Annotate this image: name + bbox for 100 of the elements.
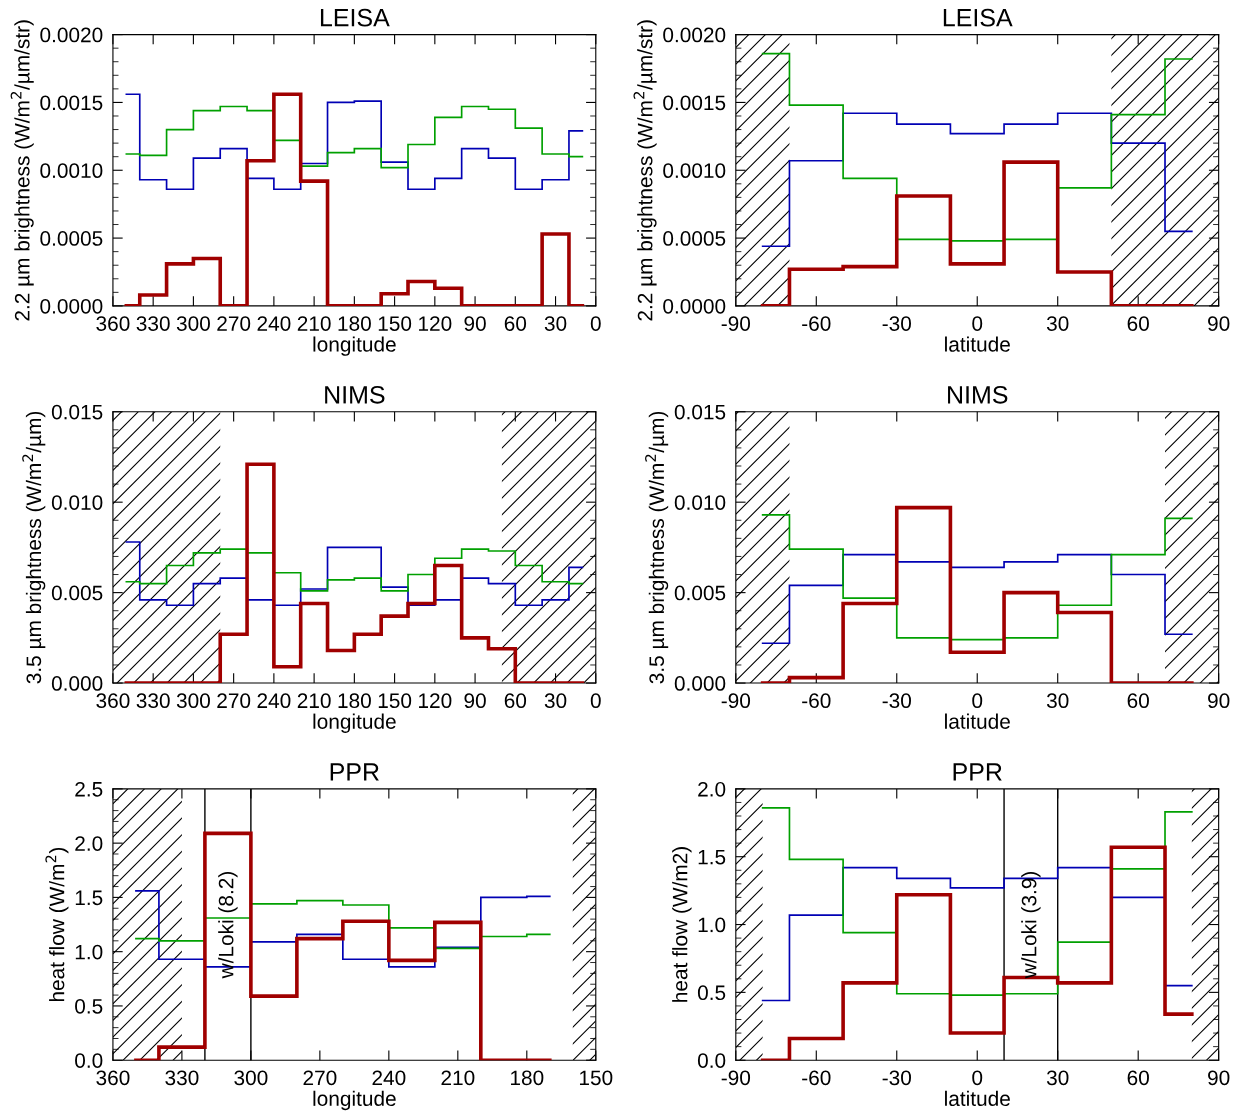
y-tick-label: 1.5 xyxy=(75,890,103,906)
x-axis-title: longitude xyxy=(313,1090,396,1111)
chart-title: LEISA xyxy=(320,8,390,27)
x-tick-label: 0 xyxy=(972,693,983,709)
chart-title: NIMS xyxy=(948,385,1008,404)
x-tick-label: 60 xyxy=(504,316,527,331)
y-tick-label: 0.010 xyxy=(51,495,103,510)
y-axis-title: 3.5 µm brightness (W/m$^{2}$/µm) xyxy=(22,411,46,684)
x-tick-label: 30 xyxy=(1046,693,1069,709)
x-tick-label: 360 xyxy=(96,316,130,331)
chart-title: PPR xyxy=(953,763,1002,781)
x-axis-title: longitude xyxy=(313,713,396,734)
x-axis-title: latitude xyxy=(945,713,1010,729)
x-tick-label: 360 xyxy=(96,693,130,709)
x-tick-label: 30 xyxy=(544,316,567,331)
x-tick-label: 120 xyxy=(419,316,452,331)
x-tick-label: 90 xyxy=(464,316,486,331)
x-tick-label: 270 xyxy=(303,1070,337,1086)
x-tick-label: 180 xyxy=(338,693,371,709)
x-tick-label: 300 xyxy=(234,1070,268,1086)
chart-title: NIMS xyxy=(325,385,385,404)
x-tick-label: 300 xyxy=(176,316,210,331)
x-tick-label: 60 xyxy=(1127,316,1149,331)
x-tick-label: -30 xyxy=(882,693,911,709)
x-tick-label: -30 xyxy=(882,1070,911,1086)
annotation: w/Loki (3.9) xyxy=(1021,871,1041,979)
x-axis-title: latitude xyxy=(945,336,1010,352)
y-tick-label: 0.0015 xyxy=(663,95,726,111)
x-tick-label: 210 xyxy=(441,1070,475,1086)
y-tick-label: 0.005 xyxy=(674,585,726,601)
y-tick-label: 0.010 xyxy=(674,495,726,510)
x-tick-label: 240 xyxy=(372,1070,406,1086)
x-tick-label: -90 xyxy=(721,1070,751,1086)
y-tick-label: 0.0005 xyxy=(663,231,726,246)
x-tick-label: 150 xyxy=(378,693,412,709)
x-tick-label: -60 xyxy=(802,1070,831,1086)
x-tick-label: 210 xyxy=(297,693,331,709)
y-tick-label: 0.000 xyxy=(674,676,726,691)
y-tick-label: 0.0010 xyxy=(40,163,103,179)
chart-title: PPR xyxy=(330,763,379,781)
y-tick-label: 0.000 xyxy=(51,676,103,691)
x-tick-label: 60 xyxy=(1127,1070,1149,1086)
y-axis-title: heat flow (W/m$^{2}$) xyxy=(45,847,69,1002)
y-tick-label: 0.0010 xyxy=(663,163,726,179)
x-tick-label: 330 xyxy=(165,1070,199,1086)
x-tick-label: 0 xyxy=(590,693,601,709)
x-tick-label: -90 xyxy=(721,316,751,331)
x-tick-label: 240 xyxy=(257,316,291,331)
y-tick-label: 2.5 xyxy=(75,781,103,797)
x-tick-label: 0 xyxy=(972,1070,983,1086)
y-tick-label: 0.0020 xyxy=(663,27,726,43)
y-tick-label: 0.015 xyxy=(674,404,726,420)
x-tick-label: 180 xyxy=(511,1070,544,1086)
chart-title: LEISA xyxy=(943,8,1013,27)
x-tick-label: 330 xyxy=(136,693,170,709)
y-tick-label: 0.0 xyxy=(75,1053,103,1068)
x-tick-label: 60 xyxy=(504,693,527,709)
x-tick-label: 150 xyxy=(378,316,412,331)
annotation: w/Loki (8.2) xyxy=(218,871,238,979)
y-tick-label: 1.0 xyxy=(75,944,103,960)
y-tick-label: 0.015 xyxy=(51,404,103,420)
y-tick-label: 0.5 xyxy=(75,998,103,1014)
x-tick-label: 210 xyxy=(297,316,331,331)
y-tick-label: 1.5 xyxy=(698,849,726,865)
y-tick-label: 0.0000 xyxy=(40,298,103,314)
x-axis-title: latitude xyxy=(945,1090,1010,1107)
y-tick-label: 0.5 xyxy=(697,985,726,1001)
x-tick-label: 90 xyxy=(1208,693,1230,709)
x-tick-label: -60 xyxy=(802,693,831,709)
x-tick-label: 90 xyxy=(1208,1070,1230,1086)
y-tick-label: 0.0020 xyxy=(40,27,103,43)
y-axis-title: 2.2 µm brightness (W/m$^{2}$/µm/str) xyxy=(633,20,657,321)
y-tick-label: 1.0 xyxy=(698,917,726,933)
x-tick-label: 360 xyxy=(96,1070,130,1086)
y-tick-label: 0.0 xyxy=(697,1053,726,1068)
x-tick-label: 30 xyxy=(1046,1070,1069,1086)
x-tick-label: 150 xyxy=(579,1070,613,1086)
y-axis-title: heat flow (W/m2) xyxy=(672,847,692,1002)
x-tick-label: 30 xyxy=(1046,316,1069,331)
x-tick-label: 60 xyxy=(1127,693,1149,709)
x-tick-label: 0 xyxy=(972,316,983,331)
x-axis-title: longitude xyxy=(313,336,396,356)
x-tick-label: -60 xyxy=(802,316,831,331)
x-tick-label: 90 xyxy=(464,693,486,709)
y-tick-label: 2.0 xyxy=(698,781,726,797)
x-tick-label: 180 xyxy=(338,316,371,331)
x-tick-label: 330 xyxy=(136,316,170,331)
x-tick-label: 90 xyxy=(1208,316,1230,331)
x-tick-label: 0 xyxy=(590,316,601,331)
y-tick-label: 0.0000 xyxy=(663,298,726,314)
x-tick-label: 30 xyxy=(544,693,567,709)
y-tick-label: 0.005 xyxy=(51,585,103,601)
x-tick-label: 270 xyxy=(217,693,251,709)
y-tick-label: 2.0 xyxy=(75,836,103,851)
x-tick-label: 300 xyxy=(176,693,210,709)
x-tick-label: -90 xyxy=(721,693,751,709)
y-axis-title: 3.5 µm brightness (W/m$^{2}$/µm) xyxy=(645,411,669,684)
y-axis-title: 2.2 µm brightness (W/m$^{2}$/µm/str) xyxy=(10,20,34,321)
x-tick-label: -30 xyxy=(882,316,911,331)
y-tick-label: 0.0005 xyxy=(40,231,103,246)
